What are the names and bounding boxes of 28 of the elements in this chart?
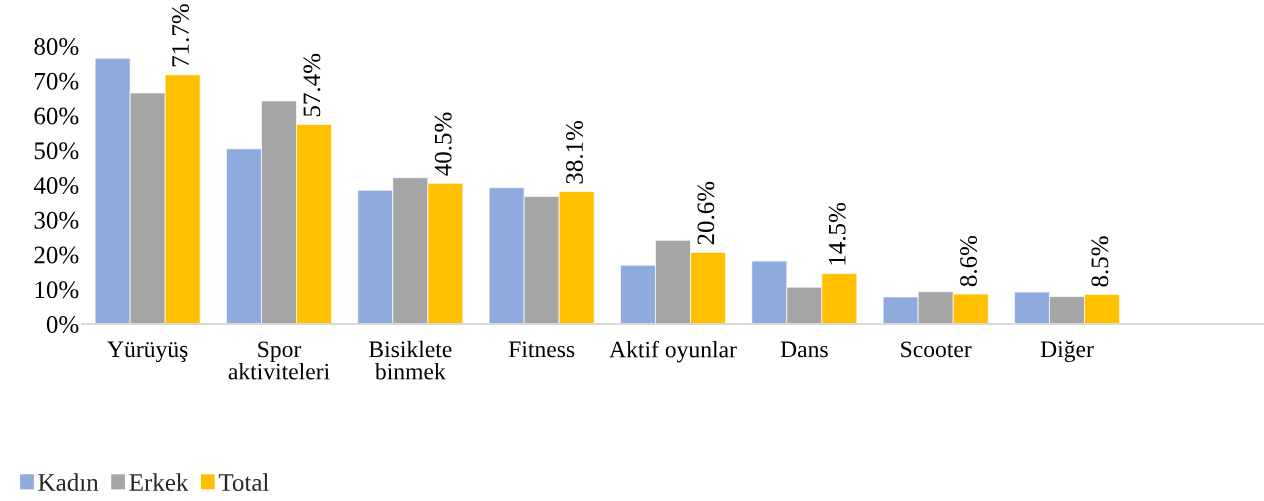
y-tick-label: 20% bbox=[34, 246, 79, 264]
x-tick-label: Spor aktiviteleri bbox=[228, 341, 330, 380]
y-tick-label: 50% bbox=[34, 142, 79, 160]
x-tick-label: Fitness bbox=[508, 341, 575, 358]
data-label: 71.7% bbox=[172, 4, 190, 67]
y-tick-label: 60% bbox=[34, 107, 79, 125]
x-tick-label: Scooter bbox=[901, 341, 972, 358]
data-label: 8.6% bbox=[960, 235, 978, 287]
y-tick-label: 70% bbox=[35, 72, 79, 90]
x-tick-label: Aktif oyunlar bbox=[609, 340, 737, 363]
data-label: 57.4% bbox=[303, 53, 321, 117]
data-label: 20.6% bbox=[697, 181, 715, 245]
y-tick-label: 0% bbox=[46, 316, 79, 333]
x-tick-label: Diğer bbox=[1040, 340, 1094, 363]
x-tick-label: Bisiklete binmek bbox=[369, 340, 452, 380]
legend-label: Erkek bbox=[129, 473, 189, 491]
data-label: 8.5% bbox=[1091, 236, 1109, 287]
y-tick-label: 10% bbox=[35, 281, 79, 299]
x-tick-label: Yürüyüş bbox=[107, 341, 188, 363]
data-label: 40.5% bbox=[434, 112, 452, 176]
y-tick-label: 40% bbox=[33, 177, 79, 194]
y-tick-label: 30% bbox=[34, 211, 79, 229]
data-label: 14.5% bbox=[828, 202, 846, 265]
data-label: 38.1% bbox=[566, 120, 584, 184]
y-tick-label: 80% bbox=[34, 38, 79, 55]
x-tick-label: Dans bbox=[780, 341, 828, 358]
legend-label: Kadın bbox=[38, 473, 99, 491]
legend-label: Total bbox=[218, 473, 269, 491]
